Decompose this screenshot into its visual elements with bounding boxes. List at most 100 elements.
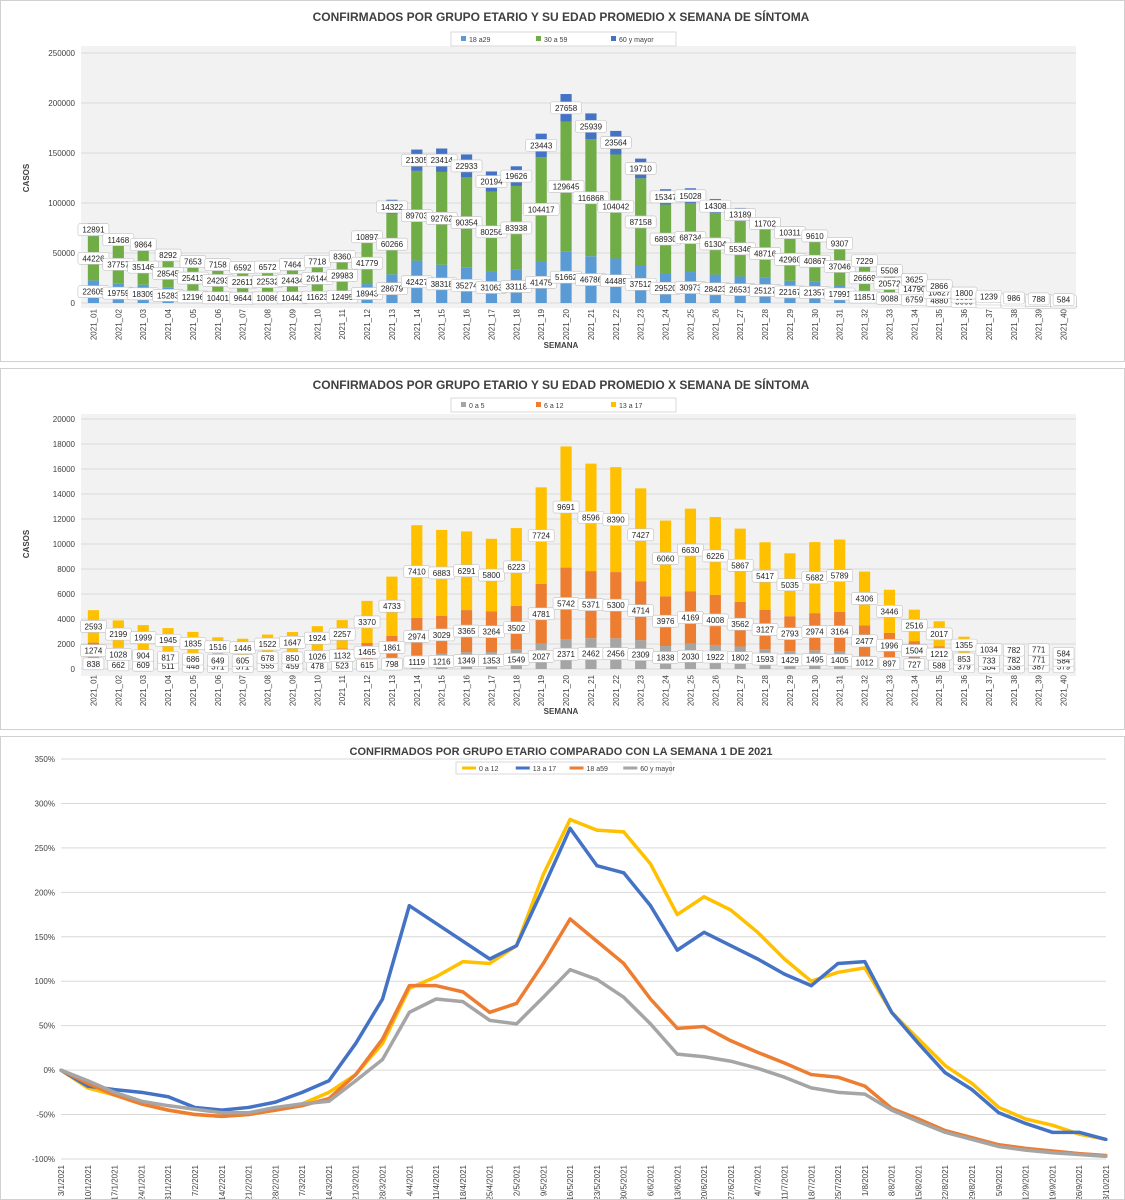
data-label: 3029	[433, 631, 451, 640]
x-tick-label: 2021_17	[487, 674, 496, 706]
data-label: 10086	[256, 294, 279, 303]
data-label-box	[901, 619, 928, 632]
data-label-box	[652, 552, 679, 565]
data-point	[488, 1010, 492, 1014]
data-point	[488, 957, 492, 961]
data-label-box	[776, 578, 804, 592]
x-tick-label: 2021_32	[861, 308, 870, 340]
chart-1-svg: CONFIRMADOS POR GRUPO ETARIO Y SU EDAD P…	[22, 9, 1077, 350]
y-tick-label: 0	[71, 665, 76, 674]
data-label: 5789	[831, 572, 849, 581]
x-tick-label: 12/9/2021	[1022, 1164, 1031, 1199]
legend-label: 18 a59	[587, 766, 609, 773]
legend-swatch	[461, 402, 466, 407]
x-tick-label: 2021_15	[438, 674, 447, 706]
data-label: 129645	[553, 183, 580, 192]
data-label-box	[925, 279, 953, 293]
data-label: 4733	[383, 602, 401, 611]
data-label: 60266	[381, 240, 404, 249]
x-tick-label: 2/5/2021	[513, 1164, 522, 1196]
data-label: 3127	[756, 626, 774, 635]
data-label: 11623	[306, 293, 328, 302]
data-point	[782, 1075, 787, 1079]
data-point	[166, 1104, 170, 1108]
data-point	[1050, 1130, 1055, 1134]
y-tick-label: 18000	[53, 440, 76, 449]
data-label-box	[281, 651, 304, 665]
data-label: 379	[1057, 663, 1071, 672]
data-label: 3446	[881, 607, 899, 616]
data-point	[782, 957, 787, 961]
data-label: 798	[385, 660, 399, 669]
y-tick-label: 12000	[53, 515, 76, 524]
x-tick-label: 2021_34	[910, 308, 919, 340]
data-point	[997, 1144, 1001, 1149]
data-label: 1861	[383, 643, 401, 652]
data-point	[407, 984, 411, 988]
data-label: 90354	[455, 219, 478, 228]
legend-swatch	[536, 36, 541, 41]
data-label: 25413	[182, 274, 205, 283]
data-label: 5300	[607, 601, 625, 610]
x-tick-label: 21/3/2021	[352, 1164, 361, 1199]
data-label: 904	[137, 652, 151, 661]
data-label: 1495	[806, 656, 824, 665]
x-tick-label: 2021_38	[1010, 674, 1019, 706]
data-label-box	[925, 627, 953, 641]
x-tick-label: 2021_04	[164, 674, 173, 706]
data-label: 304	[982, 663, 996, 672]
chart-3-svg: CONFIRMADOS POR GRUPO ETARIO COMPARADO C…	[32, 746, 1111, 1199]
data-label: 5742	[557, 599, 575, 608]
data-point	[836, 1075, 840, 1079]
data-label: 584	[1057, 649, 1071, 658]
data-point	[702, 895, 706, 899]
data-point	[1050, 1123, 1055, 1127]
data-point	[595, 864, 599, 868]
data-point	[916, 1041, 921, 1046]
data-label: 1212	[930, 650, 948, 659]
data-point	[1104, 1154, 1108, 1158]
data-label: 733	[982, 657, 996, 666]
data-point	[675, 948, 679, 952]
x-tick-label: 2021_14	[413, 674, 422, 706]
data-label-box	[575, 120, 607, 133]
x-tick-label: 28/3/2021	[379, 1164, 388, 1199]
data-label: 5371	[582, 601, 600, 610]
data-label-box	[903, 658, 926, 671]
series-line	[60, 967, 1107, 1159]
data-label: 1516	[209, 643, 227, 652]
x-tick-label: 2021_37	[985, 674, 994, 706]
data-label-box	[326, 269, 358, 282]
data-point	[970, 1081, 974, 1086]
data-label: 1465	[358, 648, 376, 657]
data-label-box	[602, 513, 630, 526]
data-label: 2593	[85, 622, 103, 631]
data-label-box	[851, 254, 878, 268]
data-label: 24293	[207, 276, 230, 285]
legend-swatch	[611, 36, 616, 41]
data-label-box	[351, 256, 383, 270]
data-point	[809, 1086, 813, 1090]
data-label: 850	[286, 654, 300, 663]
data-label: 2974	[806, 628, 824, 637]
data-label: 3502	[507, 624, 525, 633]
data-label: 1549	[507, 655, 525, 664]
y-axis-label: CASOS	[22, 163, 31, 192]
data-label-box	[231, 654, 254, 667]
data-label-box	[624, 215, 657, 229]
data-label: 21305	[406, 156, 429, 165]
legend-box	[450, 31, 677, 47]
data-label: 4781	[532, 610, 550, 619]
x-tick-label: 2021_14	[413, 308, 422, 340]
data-label: 44226	[82, 254, 105, 263]
data-label: 1026	[308, 653, 326, 662]
x-tick-label: 18/7/2021	[807, 1164, 816, 1199]
data-point	[514, 1001, 519, 1006]
data-label: 1924	[308, 634, 326, 643]
data-label: 1216	[433, 657, 451, 666]
data-label-box	[851, 592, 878, 605]
data-label: 37046	[829, 262, 852, 271]
x-tick-label: 2021_03	[139, 308, 148, 340]
legend-label: 6 a 12	[544, 403, 564, 410]
data-label: 1647	[284, 638, 302, 647]
